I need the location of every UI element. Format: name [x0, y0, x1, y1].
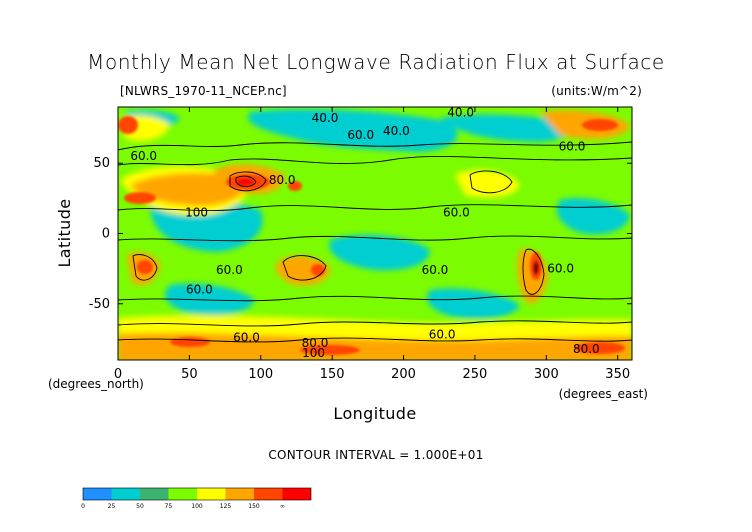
hotspot-south-central — [311, 264, 325, 276]
contour-label: 40.0 — [447, 106, 474, 120]
field-region-antarctic — [118, 332, 632, 360]
contour-line — [469, 170, 513, 194]
contour-label: 60.0 — [216, 263, 243, 277]
hot-spots — [118, 116, 625, 355]
field-region-pacific-north — [248, 109, 458, 152]
colorbar-swatch — [282, 488, 311, 500]
contour-label: 100 — [185, 205, 208, 219]
colorbar-tick-label: ∞ — [280, 503, 285, 510]
color-field — [118, 109, 632, 360]
hotspot-north-west — [118, 116, 138, 134]
colorbar-swatch — [111, 488, 140, 500]
y-unit-label: (degrees_north) — [48, 377, 144, 391]
contour-line — [118, 295, 632, 302]
colorbar-frame — [82, 487, 312, 501]
colorbar: 0 25 50 75 100 125 150 ∞ — [81, 487, 312, 510]
x-unit-label: (degrees_east) — [559, 387, 648, 401]
contour-label: 80.0 — [269, 173, 296, 187]
hotspot-antarctic-3 — [575, 342, 625, 354]
colorbar-swatch — [140, 488, 169, 500]
colorbar-swatch — [197, 488, 226, 500]
x-tick-label: 100 — [248, 367, 273, 382]
contour-line — [118, 141, 632, 151]
colorbar-tick-label: 0 — [81, 503, 85, 510]
x-tick-label: 350 — [605, 367, 630, 382]
contour-label: 60.0 — [443, 205, 470, 219]
contour-label: 40.0 — [383, 124, 410, 138]
colorbar-swatch — [83, 488, 112, 500]
contour-line — [522, 248, 545, 295]
hotspot-central-asia-core — [236, 178, 254, 186]
contour-label: 60.0 — [422, 263, 449, 277]
contour-line — [118, 156, 632, 166]
colorbar-tick-label: 150 — [248, 503, 260, 510]
contour-line — [118, 204, 632, 212]
contour-label: 80.0 — [302, 336, 329, 350]
contour-line — [132, 254, 158, 281]
field-region-south-atlantic — [426, 288, 520, 319]
chart-title: Monthly Mean Net Longwave Radiation Flux… — [87, 50, 665, 74]
contour-line — [118, 235, 632, 242]
colorbar-tick-label: 25 — [108, 503, 116, 510]
field-region-central-pacific — [329, 234, 430, 271]
hotspot-antarctic-1 — [170, 337, 210, 347]
field-region-south-indian — [165, 283, 255, 315]
contour-label: 60.0 — [547, 262, 574, 276]
contour-label: 40.0 — [312, 111, 339, 125]
contour-line — [282, 255, 327, 281]
x-tick-label: 250 — [463, 367, 488, 382]
contour-lines — [118, 141, 632, 343]
colorbar-tick-label: 100 — [191, 503, 203, 510]
field-region-southern-continent — [275, 256, 330, 286]
contour-line — [118, 320, 632, 327]
x-tick-label: 150 — [320, 367, 345, 382]
contour-label: 100 — [302, 346, 325, 360]
contour-label: 60.0 — [559, 139, 586, 153]
contour-label: 60.0 — [186, 283, 213, 297]
colorbar-tick-label: 50 — [136, 503, 144, 510]
hotspot-coastal-core — [533, 261, 539, 275]
x-tick-label: 50 — [181, 367, 198, 382]
y-tick-label: -50 — [89, 297, 110, 312]
hotspot-north-desert — [124, 192, 156, 204]
units-label: (units:W/m^2) — [551, 84, 642, 98]
colorbar-swatch — [225, 488, 254, 500]
y-tick-label: 50 — [93, 156, 110, 171]
field-region-north-interior — [455, 169, 520, 198]
colorbar-tick-label: 75 — [165, 503, 173, 510]
x-axis-label: Longitude — [333, 404, 416, 423]
y-axis: 50 0 -50 — [89, 156, 632, 312]
contour-line — [235, 175, 257, 187]
x-tick-label: 300 — [534, 367, 559, 382]
hotspot-east-asia — [288, 181, 302, 191]
contour-label: 60.0 — [429, 328, 456, 342]
field-region-north-atlantic — [440, 114, 571, 142]
field-region-eurasia — [130, 173, 246, 206]
contour-label: 80.0 — [573, 342, 600, 356]
colorbar-tick-label: 125 — [220, 503, 232, 510]
contour-interval-label: CONTOUR INTERVAL = 1.000E+01 — [268, 448, 483, 462]
y-tick-label: 0 — [102, 227, 110, 242]
hotspot-south-west — [137, 260, 153, 274]
x-tick-label: 0 — [114, 367, 122, 382]
contour-label: 60.0 — [130, 149, 157, 163]
x-tick-label: 200 — [391, 367, 416, 382]
contour-label: 60.0 — [233, 331, 260, 345]
hotspot-antarctic-2 — [300, 345, 360, 355]
hotspot-polar-east — [582, 119, 618, 131]
contour-line — [118, 337, 632, 343]
contour-line — [229, 171, 267, 192]
colorbar-swatch — [254, 488, 283, 500]
y-axis-label: Latitude — [55, 198, 74, 267]
x-axis: 0 50 100 150 200 250 300 350 — [114, 107, 630, 382]
contour-label: 60.0 — [347, 128, 374, 142]
colorbar-swatch — [168, 488, 197, 500]
source-file-label: [NLWRS_1970-11_NCEP.nc] — [120, 84, 287, 98]
